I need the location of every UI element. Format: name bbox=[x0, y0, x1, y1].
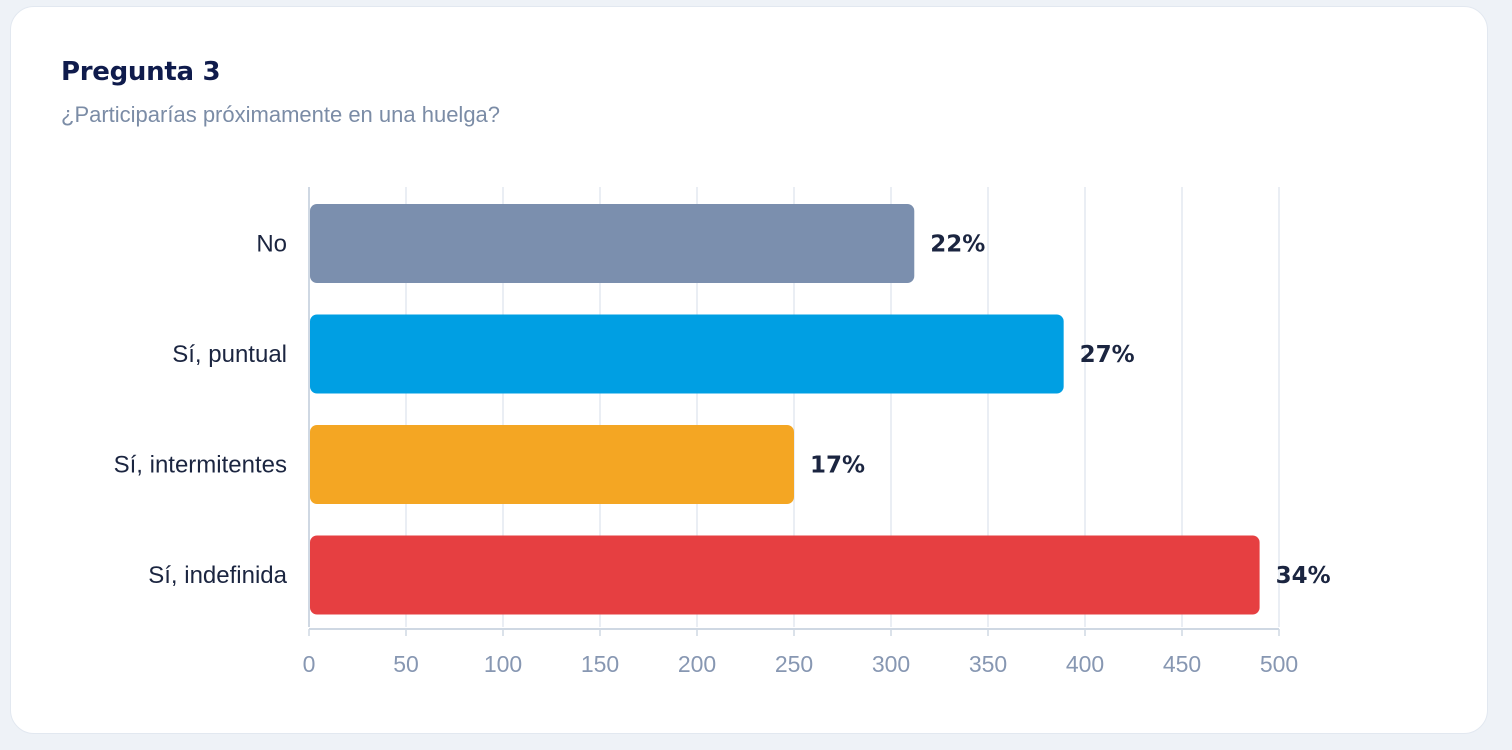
x-tick-label: 250 bbox=[775, 651, 813, 677]
category-label: Sí, puntual bbox=[172, 341, 287, 368]
x-tick-label: 50 bbox=[393, 651, 419, 677]
value-label: 27% bbox=[1080, 342, 1135, 368]
category-label: No bbox=[256, 231, 287, 258]
x-tick-label: 100 bbox=[484, 651, 522, 677]
x-tick-label: 450 bbox=[1163, 651, 1201, 677]
x-tick-label: 500 bbox=[1260, 651, 1298, 677]
question-title: Pregunta 3 bbox=[61, 57, 221, 87]
value-label: 17% bbox=[810, 453, 865, 479]
bar bbox=[310, 204, 915, 283]
x-tick-label: 150 bbox=[581, 651, 619, 677]
x-tick-label: 300 bbox=[872, 651, 910, 677]
x-tick-label: 350 bbox=[969, 651, 1007, 677]
bar-chart: 0 50 100 150 200 250 300 350 400 450 500 No 22% Sí, p… bbox=[114, 187, 1331, 677]
value-label: 22% bbox=[930, 232, 985, 258]
value-label: 34% bbox=[1276, 563, 1331, 589]
question-card: Pregunta 3 ¿Participarías próximamente e… bbox=[10, 6, 1488, 734]
x-tick-label: 0 bbox=[303, 651, 316, 677]
category-label: Sí, intermitentes bbox=[114, 452, 287, 479]
bar bbox=[310, 425, 794, 504]
x-tick-label: 200 bbox=[678, 651, 716, 677]
bar bbox=[310, 314, 1064, 394]
x-tick-label: 400 bbox=[1066, 651, 1104, 677]
question-subtitle: ¿Participarías próximamente en una huelg… bbox=[61, 102, 501, 127]
bar bbox=[310, 535, 1260, 615]
category-label: Sí, indefinida bbox=[148, 562, 287, 589]
